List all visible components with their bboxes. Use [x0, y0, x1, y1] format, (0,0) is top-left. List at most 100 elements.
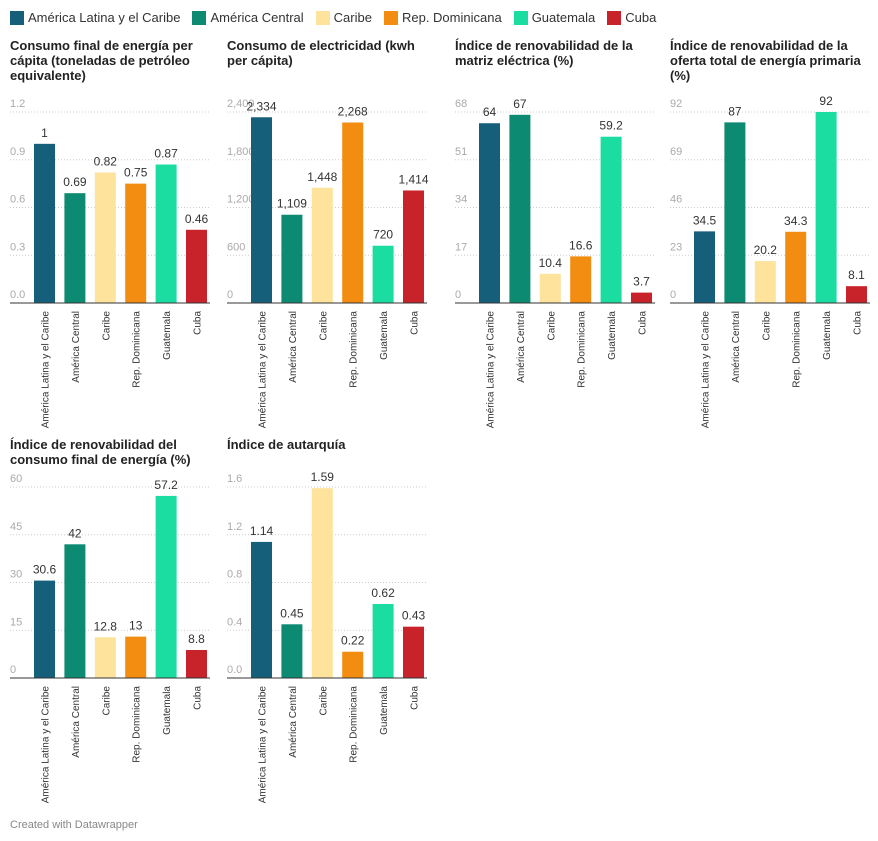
- value-label: 0.43: [402, 609, 426, 623]
- y-tick-label: 0: [227, 289, 233, 301]
- bar: [281, 214, 303, 303]
- x-tick-label: América Central: [288, 311, 299, 383]
- y-tick-label: 0.8: [227, 569, 242, 581]
- value-label: 0.62: [371, 586, 395, 600]
- bar: [311, 488, 333, 678]
- x-tick-label: Guatemala: [607, 311, 618, 360]
- bar: [186, 229, 207, 303]
- x-tick-label: Rep. Dominicana: [349, 311, 360, 388]
- legend-label: Caribe: [333, 10, 372, 25]
- legend-label: Guatemala: [531, 10, 596, 25]
- y-tick-label: 600: [227, 241, 245, 253]
- y-tick-label: 0.3: [10, 241, 25, 253]
- x-tick-label: América Central: [516, 311, 527, 383]
- x-tick-label: Guatemala: [379, 686, 390, 735]
- legend-swatch: [315, 10, 330, 25]
- bar: [372, 245, 394, 303]
- chart-title: Índice de autarquía: [227, 437, 346, 452]
- y-tick-label: 34: [455, 194, 467, 206]
- y-tick-label: 0.9: [10, 146, 25, 158]
- y-tick-label: 0.4: [227, 616, 242, 628]
- bar: [94, 637, 116, 678]
- chart-title: Índice de renovabilidad de la matriz elé…: [455, 38, 633, 68]
- bar: [64, 193, 86, 303]
- y-tick-label: 60: [10, 473, 22, 485]
- y-tick-label: 51: [455, 146, 467, 158]
- value-label: 1.14: [250, 524, 274, 538]
- y-tick-label: 1,800: [227, 146, 255, 158]
- bar: [403, 626, 424, 678]
- value-label: 0.45: [280, 606, 304, 620]
- x-tick-label: Guatemala: [379, 311, 390, 360]
- value-label: 720: [373, 228, 393, 242]
- x-tick-label: Caribe: [101, 686, 112, 716]
- y-tick-label: 0.0: [227, 664, 242, 676]
- bar: [125, 636, 147, 678]
- y-tick-label: 0.6: [10, 194, 25, 206]
- x-tick-label: América Central: [731, 311, 742, 383]
- bar: [539, 273, 561, 303]
- bar: [311, 187, 333, 303]
- value-label: 0.82: [94, 154, 118, 168]
- bar: [754, 261, 776, 303]
- x-tick-label: Rep. Dominicana: [577, 311, 588, 388]
- chart-title: Índice de renovabilidad de la oferta tot…: [670, 38, 861, 83]
- x-tick-label: Cuba: [410, 686, 421, 710]
- bar: [186, 649, 207, 678]
- x-tick-label: América Central: [288, 686, 299, 758]
- value-label: 8.8: [188, 632, 205, 646]
- bar: [155, 164, 177, 303]
- value-label: 59.2: [599, 119, 623, 133]
- value-label: 20.2: [754, 243, 778, 257]
- y-tick-label: 0: [10, 664, 16, 676]
- legend: América Latina y el Caribe América Centra…: [10, 10, 656, 25]
- x-tick-label: América Central: [71, 686, 82, 758]
- value-label: 2,334: [246, 99, 276, 113]
- value-label: 13: [129, 619, 143, 633]
- chart-title: Índice de renovabilidad del consumo fina…: [10, 437, 191, 467]
- x-tick-label: América Latina y el Caribe: [258, 311, 269, 429]
- legend-item: Guatemala: [513, 10, 596, 25]
- y-tick-label: 0: [670, 289, 676, 301]
- y-tick-label: 0: [455, 289, 461, 301]
- legend-item: América Central: [192, 10, 304, 25]
- y-tick-label: 1.2: [227, 521, 242, 533]
- value-label: 0.87: [154, 147, 178, 161]
- bar: [846, 286, 867, 303]
- value-label: 34.3: [784, 214, 808, 228]
- legend-swatch: [192, 10, 207, 25]
- bar: [251, 117, 272, 303]
- value-label: 0.75: [124, 166, 148, 180]
- bar: [34, 143, 55, 303]
- y-tick-label: 68: [455, 98, 467, 110]
- bar: [372, 603, 394, 678]
- bar: [509, 114, 531, 303]
- credit: Created with Datawrapper: [10, 819, 138, 831]
- bar: [600, 136, 622, 303]
- legend-swatch: [10, 10, 24, 25]
- legend-item: Cuba: [607, 10, 656, 25]
- value-label: 0.22: [341, 634, 365, 648]
- value-label: 1.59: [311, 470, 335, 484]
- legend-swatch: [383, 10, 398, 25]
- value-label: 42: [68, 526, 82, 540]
- x-tick-label: Cuba: [193, 311, 204, 335]
- bar: [479, 123, 500, 303]
- legend-item: Caribe: [315, 10, 372, 25]
- y-tick-label: 46: [670, 194, 682, 206]
- y-tick-label: 69: [670, 146, 682, 158]
- x-tick-label: Caribe: [761, 311, 772, 341]
- bar: [403, 190, 424, 303]
- value-label: 3.7: [633, 275, 650, 289]
- x-tick-label: Guatemala: [162, 686, 173, 735]
- x-tick-label: Caribe: [101, 311, 112, 341]
- value-label: 1,448: [307, 170, 337, 184]
- value-label: 30.6: [33, 563, 57, 577]
- value-label: 0.69: [63, 175, 87, 189]
- value-label: 12.8: [94, 619, 118, 633]
- bar: [281, 624, 303, 678]
- value-label: 10.4: [539, 256, 563, 270]
- bar: [694, 231, 715, 303]
